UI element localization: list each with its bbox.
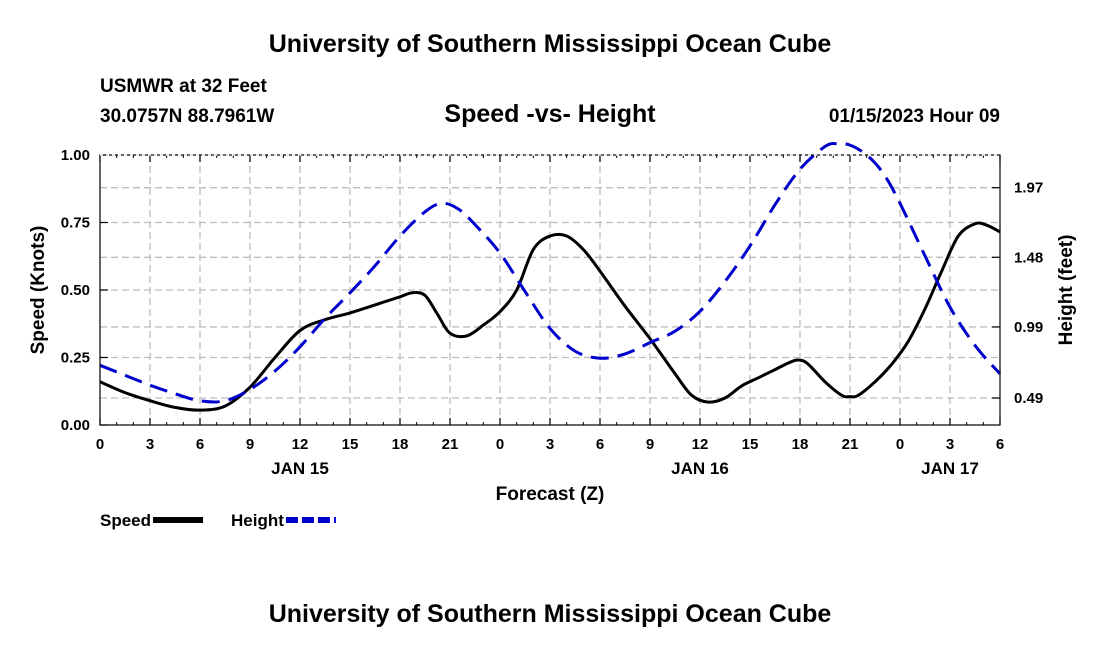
x-tick-label: 12 bbox=[692, 436, 709, 453]
y-tick-label: 0.50 bbox=[61, 282, 90, 299]
station-coordinates: 30.0757N 88.7961W bbox=[100, 106, 275, 127]
x-tick-label: 21 bbox=[842, 436, 859, 453]
y-tick-label: 0.00 bbox=[61, 417, 90, 434]
date-label: JAN 15 bbox=[271, 459, 329, 478]
chart-title: Speed -vs- Height bbox=[444, 100, 656, 128]
x-tick-label: 15 bbox=[342, 436, 359, 453]
x-tick-label: 21 bbox=[442, 436, 459, 453]
y2-axis-title: Height (feet) bbox=[1056, 235, 1077, 346]
x-tick-label: 18 bbox=[792, 436, 809, 453]
grid bbox=[100, 155, 1000, 425]
station-label: USMWR at 32 Feet bbox=[100, 76, 267, 97]
x-tick-label: 6 bbox=[196, 436, 204, 453]
x-tick-label: 0 bbox=[96, 436, 104, 453]
series-line-height bbox=[99, 141, 1002, 404]
x-tick-label: 3 bbox=[146, 436, 154, 453]
x-tick-label: 3 bbox=[946, 436, 954, 453]
x-tick-label: 6 bbox=[996, 436, 1004, 453]
y2-tick-label: 1.97 bbox=[1014, 180, 1043, 197]
x-tick-label: 9 bbox=[646, 436, 654, 453]
axes: 0 3 6 9 12 15 18 21 0 3 6 9 12 15 18 21 0 3 6 JAN 15 JAN 16 J… bbox=[61, 147, 1043, 478]
x-tick-label: 0 bbox=[896, 436, 904, 453]
forecast-timestamp: 01/15/2023 Hour 09 bbox=[828, 106, 1000, 127]
x-tick-label: 12 bbox=[292, 436, 309, 453]
date-label: JAN 16 bbox=[671, 459, 729, 478]
x-axis-title: Forecast (Z) bbox=[496, 484, 605, 505]
y2-tick-label: 0.49 bbox=[1014, 390, 1043, 407]
speed-height-chart: 0 3 6 9 12 15 18 21 0 3 6 9 12 15 18 21 0 3 6 JAN 15 JAN 16 J… bbox=[28, 141, 1077, 530]
x-tick-label: 9 bbox=[246, 436, 254, 453]
x-tick-label: 0 bbox=[496, 436, 504, 453]
legend-label-speed: Speed bbox=[100, 511, 151, 530]
series-line-speed bbox=[99, 221, 1001, 412]
y2-tick-label: 1.48 bbox=[1014, 249, 1043, 266]
legend: Speed Height bbox=[100, 511, 336, 530]
x-tick-label: 6 bbox=[596, 436, 604, 453]
x-tick-label: 3 bbox=[546, 436, 554, 453]
y2-tick-label: 0.99 bbox=[1014, 319, 1043, 336]
y-axis-title: Speed (Knots) bbox=[28, 226, 49, 355]
legend-label-height: Height bbox=[231, 511, 284, 530]
y-tick-label: 1.00 bbox=[61, 147, 90, 164]
page-title: University of Southern Mississippi Ocean… bbox=[268, 30, 832, 58]
footer-title: University of Southern Mississippi Ocean… bbox=[268, 600, 832, 628]
x-tick-label: 18 bbox=[392, 436, 409, 453]
y-tick-label: 0.25 bbox=[61, 350, 90, 367]
x-tick-label: 15 bbox=[742, 436, 759, 453]
series-layer bbox=[99, 141, 1002, 412]
date-label: JAN 17 bbox=[921, 459, 979, 478]
y-tick-label: 0.75 bbox=[61, 215, 90, 232]
